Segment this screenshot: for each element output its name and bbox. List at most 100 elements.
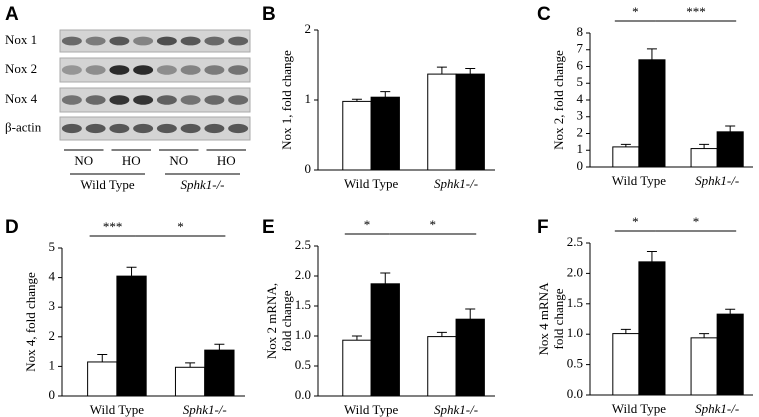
y-tick-label: 5 (577, 74, 584, 89)
significance-label: * (364, 217, 371, 232)
error-bar (465, 68, 476, 75)
y-tick-label: 1 (577, 141, 584, 156)
y-tick-label: 1 (305, 91, 312, 106)
band (61, 65, 82, 75)
band (228, 95, 249, 105)
band (204, 36, 225, 46)
row-label: Nox 2 (5, 61, 37, 76)
band (180, 36, 201, 46)
band (156, 36, 177, 46)
error-bar (97, 354, 108, 362)
y-tick-label: 4 (577, 91, 584, 106)
y-tick-label: 1.0 (295, 327, 311, 342)
band (204, 123, 225, 134)
y-tick-label: 2.5 (567, 234, 583, 249)
bar (690, 337, 718, 396)
error-bar (725, 125, 736, 132)
y-tick-label: 2.0 (295, 267, 311, 282)
band (133, 65, 154, 75)
y-tick-label: 6 (577, 57, 584, 72)
band (180, 123, 201, 134)
y-tick-label: 3 (577, 108, 584, 123)
bar (427, 336, 457, 397)
error-bar (699, 143, 710, 149)
x-tick-label: Sphk1-/- (434, 402, 478, 417)
bar (342, 339, 372, 397)
y-axis-label: Nox 2, fold change (551, 50, 566, 150)
x-tick-label: Sphk1-/- (434, 176, 478, 191)
y-tick-label: 0 (305, 161, 312, 176)
bar (638, 261, 666, 396)
error-bar (699, 333, 710, 338)
bar (455, 318, 485, 397)
row-label: Nox 4 (5, 91, 38, 106)
band (204, 65, 225, 75)
band (85, 65, 106, 75)
band (109, 36, 130, 46)
error-bar (185, 362, 196, 368)
lane-label: HO (122, 153, 141, 168)
bar (370, 283, 400, 397)
bar (342, 100, 372, 171)
x-tick-label: Wild Type (612, 173, 667, 188)
error-bar (436, 66, 447, 75)
error-bar (465, 308, 476, 320)
bar (638, 59, 666, 168)
bar (116, 275, 147, 397)
y-tick-label: 8 (577, 24, 584, 39)
band (109, 65, 130, 75)
panel-letter: E (262, 217, 275, 238)
group-label: Sphk1-/- (180, 177, 224, 192)
y-axis-label: Nox 4, fold change (23, 272, 38, 372)
y-tick-label: 0 (577, 158, 584, 173)
band (61, 95, 82, 105)
band (85, 123, 106, 134)
band (85, 95, 106, 105)
error-bar (351, 335, 362, 341)
band (156, 65, 177, 75)
blot-strip (59, 116, 251, 141)
error-bar (351, 98, 362, 102)
band (133, 123, 154, 134)
band (133, 36, 154, 46)
y-tick-label: 1.5 (567, 295, 583, 310)
row-label: β-actin (5, 119, 42, 134)
error-bar (214, 343, 225, 351)
y-tick-label: 0.0 (295, 387, 311, 402)
significance-label: * (177, 219, 184, 234)
band (61, 123, 82, 134)
bar (612, 333, 640, 396)
significance-label: * (632, 214, 639, 229)
lane-label: HO (217, 153, 236, 168)
x-tick-label: Wild Type (612, 401, 667, 416)
panel-letter: B (262, 4, 276, 25)
y-axis-label: Nox 4 mRNA (536, 282, 551, 356)
band (156, 95, 177, 105)
bar (612, 146, 640, 168)
bar (427, 73, 457, 171)
y-tick-label: 0.5 (295, 357, 311, 372)
bar (716, 131, 744, 168)
error-bar (646, 48, 657, 60)
y-tick-label: 1.0 (567, 325, 583, 340)
band (228, 36, 249, 46)
band (109, 123, 130, 134)
x-tick-label: Wild Type (90, 402, 145, 417)
x-tick-label: Sphk1-/- (695, 401, 739, 416)
y-tick-label: 2 (49, 328, 56, 343)
y-axis-label: Nox 2 mRNA, (264, 283, 279, 359)
error-bar (646, 251, 657, 262)
error-bar (126, 266, 137, 277)
y-tick-label: 3 (49, 298, 56, 313)
lane-label: NO (169, 153, 188, 168)
y-tick-label: 2.5 (295, 237, 311, 252)
y-tick-label: 2 (577, 124, 584, 139)
y-axis-label: fold change (279, 290, 294, 351)
bar (174, 366, 206, 397)
lane-label: NO (74, 153, 93, 168)
y-tick-label: 2 (305, 21, 312, 36)
panel-letter: D (5, 217, 19, 238)
error-bar (725, 308, 736, 315)
significance-label: *** (103, 219, 123, 234)
y-tick-label: 1.5 (295, 297, 311, 312)
